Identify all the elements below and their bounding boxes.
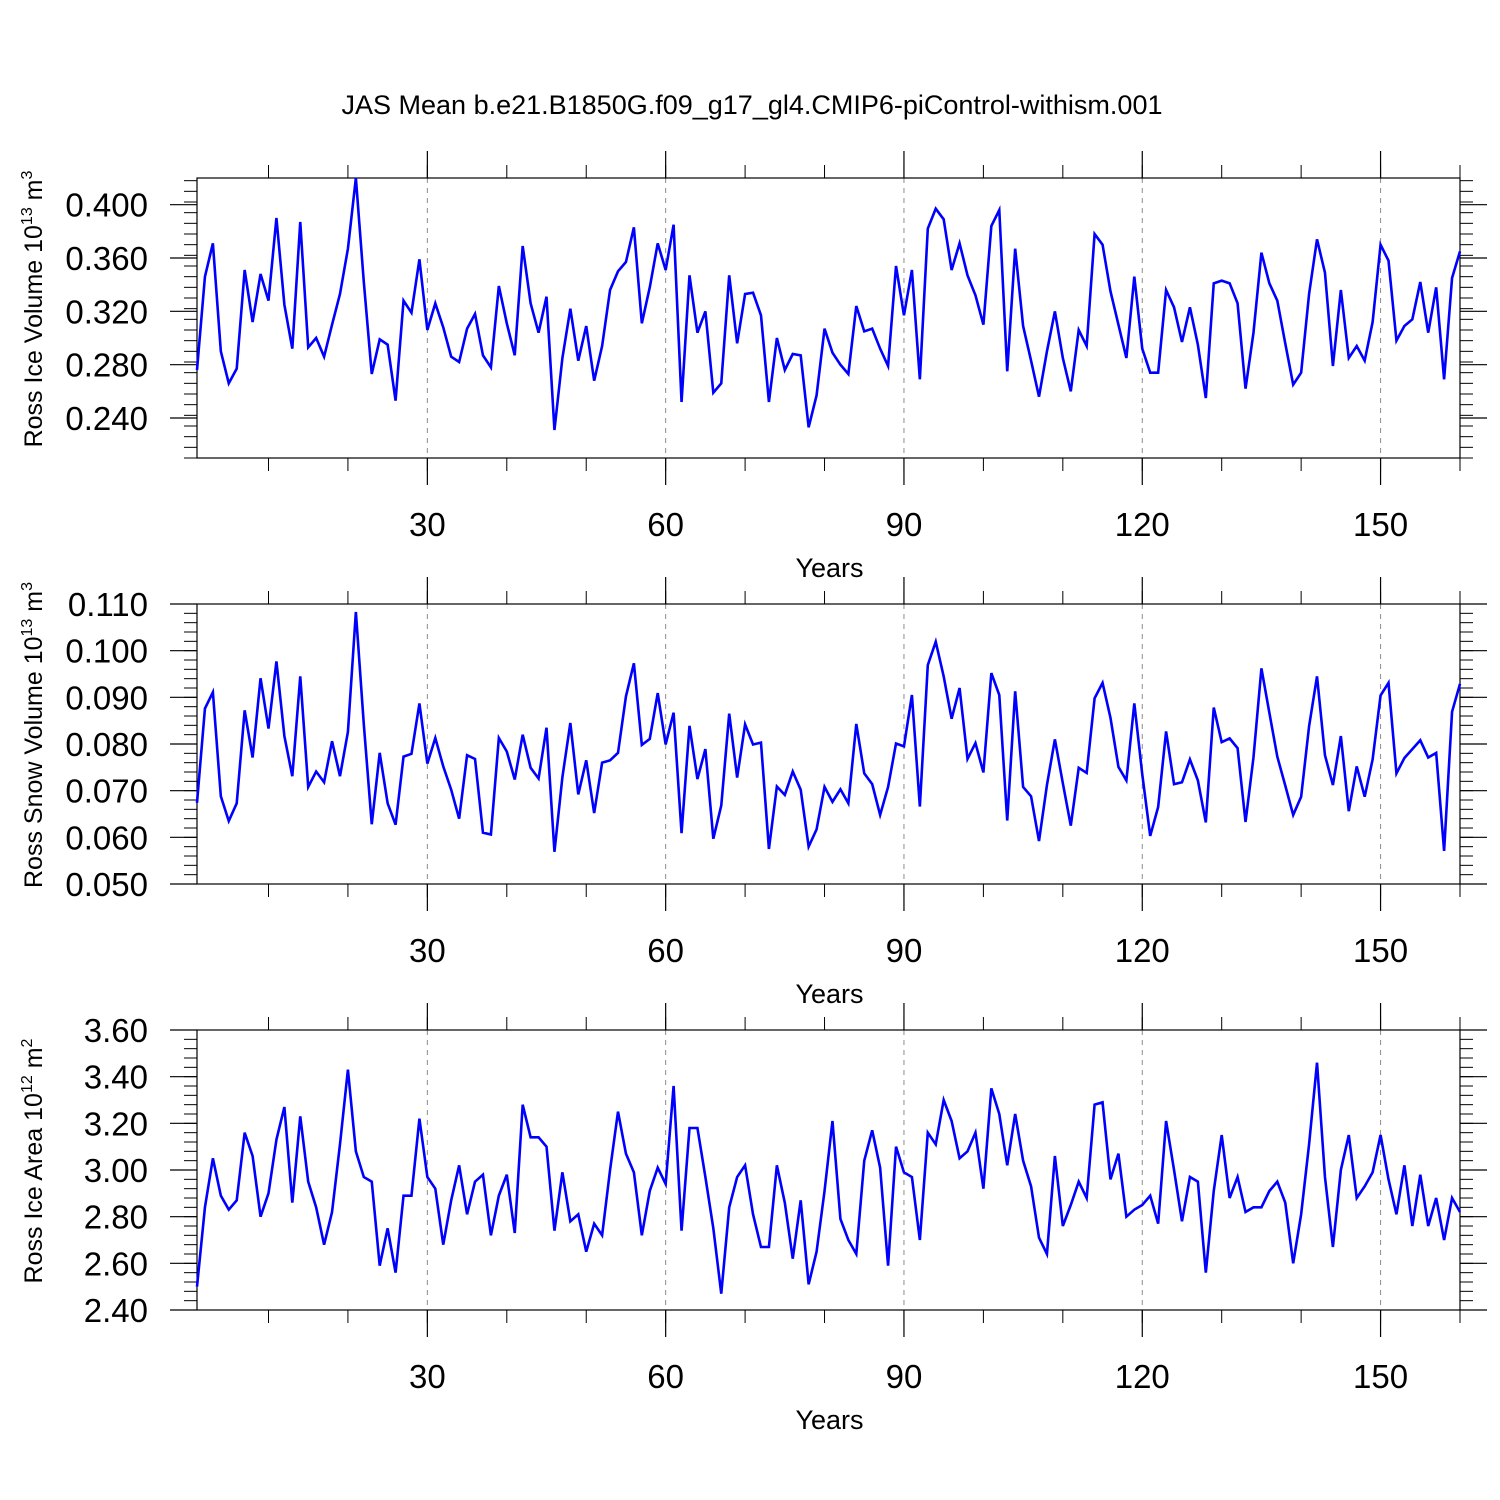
x-axis-label: Years	[795, 553, 863, 583]
y-tick-label: 0.070	[65, 773, 148, 810]
y-tick-label: 0.080	[65, 726, 148, 763]
y-tick-label: 0.320	[65, 293, 148, 330]
y-tick-label: 0.050	[65, 866, 148, 903]
y-tick-label: 2.60	[84, 1245, 148, 1282]
x-tick-label: 90	[886, 932, 923, 969]
x-tick-label: 150	[1353, 1358, 1408, 1395]
y-axis-label: Ross Snow Volume 1013 m3	[19, 582, 48, 888]
y-tick-label: 3.00	[84, 1152, 148, 1189]
x-tick-label: 60	[647, 932, 684, 969]
x-tick-label: 120	[1115, 1358, 1170, 1395]
series-line	[195, 1062, 1462, 1294]
plot-frame	[196, 177, 1461, 459]
y-tick-label: 0.100	[65, 633, 148, 670]
x-tick-label: 60	[647, 506, 684, 543]
x-axis-label: Years	[795, 979, 863, 1009]
ross-ice-volume-panel: 0.240 0.280 0.320 0.360 0.400 30 60 90 120 150 Yea…	[19, 151, 1487, 583]
y-tick-label: 3.40	[84, 1059, 148, 1096]
x-tick-label: 150	[1353, 506, 1408, 543]
ross-ice-area-panel: 2.40 2.60 2.80 3.00 3.20 3.40 3.60 30 60 90 120 150…	[19, 1003, 1487, 1435]
y-tick-label: 2.80	[84, 1199, 148, 1236]
series-line	[195, 177, 1462, 431]
y-tick-label: 0.280	[65, 347, 148, 384]
y-axis-label: Ross Ice Area 1012 m2	[19, 1038, 48, 1283]
y-tick-label: 3.20	[84, 1105, 148, 1142]
x-tick-label: 150	[1353, 932, 1408, 969]
figure-title: JAS Mean b.e21.B1850G.f09_g17_gl4.CMIP6-…	[342, 90, 1163, 120]
x-tick-label: 30	[409, 1358, 446, 1395]
y-tick-label: 0.400	[65, 187, 148, 224]
x-tick-label: 30	[409, 506, 446, 543]
x-tick-label: 60	[647, 1358, 684, 1395]
x-tick-label: 120	[1115, 932, 1170, 969]
panels: 0.240 0.280 0.320 0.360 0.400 30 60 90 120 150 Yea…	[19, 151, 1487, 1435]
y-tick-label: 0.060	[65, 819, 148, 856]
y-tick-label: 0.110	[68, 586, 148, 623]
y-tick-label: 0.240	[65, 400, 148, 437]
x-tick-label: 90	[886, 506, 923, 543]
x-axis-label: Years	[795, 1405, 863, 1435]
y-axis-label: Ross Ice Volume 1013 m3	[19, 170, 48, 447]
x-tick-label: 30	[409, 932, 446, 969]
ross-snow-volume-panel: 0.050 0.060 0.070 0.080 0.090 0.100 0.110 30 60 9…	[19, 577, 1487, 1009]
x-tick-label: 90	[886, 1358, 923, 1395]
y-tick-label: 0.360	[65, 240, 148, 277]
y-tick-label: 0.090	[65, 679, 148, 716]
y-tick-label: 2.40	[84, 1292, 148, 1329]
x-tick-label: 120	[1115, 506, 1170, 543]
y-tick-label: 3.60	[84, 1012, 148, 1049]
series-line	[195, 611, 1462, 852]
